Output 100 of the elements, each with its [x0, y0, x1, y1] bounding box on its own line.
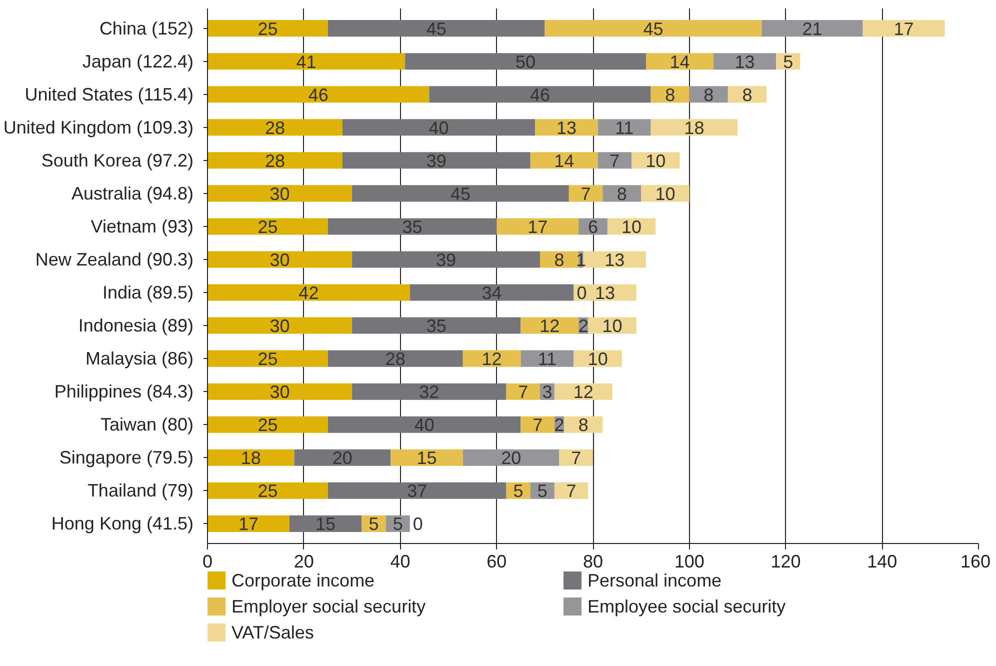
data-label: 30 — [270, 316, 290, 336]
data-label: 28 — [385, 349, 406, 370]
bar — [352, 251, 540, 268]
bar — [342, 152, 530, 169]
data-label: 12 — [482, 349, 502, 370]
y-tick-label: Japan (122.4) — [82, 51, 194, 72]
bar — [429, 86, 651, 103]
y-tick-label: Vietnam (93) — [90, 216, 194, 236]
bar — [208, 185, 352, 202]
bar — [289, 515, 362, 532]
bar — [506, 383, 540, 400]
data-label: 3 — [542, 382, 552, 402]
x-tick-label: 40 — [390, 552, 410, 572]
bar — [328, 218, 497, 235]
data-label: 20 — [332, 448, 352, 468]
bar — [342, 119, 536, 136]
bar — [208, 416, 328, 433]
bar — [208, 482, 328, 499]
data-label: 5 — [368, 514, 379, 534]
bar — [294, 449, 391, 466]
data-label: 13 — [734, 52, 755, 72]
bar — [208, 449, 294, 466]
data-label: 14 — [670, 52, 690, 72]
bar — [554, 482, 588, 499]
bar — [568, 185, 603, 202]
bar — [862, 20, 945, 37]
data-label: 8 — [704, 84, 714, 105]
legend-label: Personal income — [588, 570, 722, 590]
data-label: 25 — [258, 481, 278, 502]
data-label: 28 — [264, 150, 285, 171]
bar — [208, 284, 410, 301]
bar — [598, 152, 632, 169]
data-label: 7 — [610, 150, 620, 171]
data-label: 45 — [426, 18, 446, 39]
bar — [352, 317, 521, 334]
data-label: 15 — [416, 448, 437, 468]
data-label: 25 — [258, 18, 278, 39]
bar — [559, 449, 593, 466]
bar — [328, 416, 521, 433]
bar — [520, 350, 574, 367]
y-tick-label: Taiwan (80) — [100, 414, 194, 435]
data-label: 8 — [554, 250, 564, 270]
data-label: 2 — [554, 415, 564, 436]
y-tick-label: United Kingdom (109.3) — [3, 117, 194, 138]
bar — [208, 218, 328, 235]
bar — [496, 218, 579, 235]
bar — [208, 20, 328, 37]
data-label: 35 — [426, 316, 446, 336]
data-label: 35 — [402, 216, 422, 237]
bar — [208, 53, 406, 70]
data-label: 45 — [643, 18, 664, 39]
data-label: 18 — [240, 448, 261, 468]
x-tick-label: 100 — [674, 552, 704, 572]
y-tick-label: Thailand (79) — [87, 480, 194, 501]
data-label: 39 — [436, 250, 456, 270]
x-tick-label: 60 — [486, 552, 507, 572]
data-label: 10 — [622, 216, 642, 237]
data-label: 8 — [578, 415, 588, 436]
y-tick-label: India (89.5) — [102, 282, 194, 303]
bar — [462, 350, 521, 367]
y-tick-label: Malaysia (86) — [85, 348, 194, 369]
bar — [405, 53, 646, 70]
x-tick-label: 80 — [582, 552, 604, 572]
data-label: 12 — [573, 382, 594, 402]
bar — [208, 152, 342, 169]
data-label: 30 — [270, 382, 290, 402]
y-tick-label: Australia (94.8) — [71, 183, 194, 204]
data-label: 25 — [258, 216, 278, 237]
bar — [462, 449, 560, 466]
data-label: 25 — [258, 349, 278, 370]
bar — [598, 119, 651, 136]
data-label: 5 — [783, 52, 794, 72]
x-tick-label: 140 — [867, 552, 898, 572]
data-label: 34 — [482, 283, 502, 304]
data-label: 17 — [528, 216, 548, 237]
data-label: 37 — [407, 481, 428, 502]
data-label: 8 — [665, 84, 676, 105]
data-label: 30 — [270, 184, 290, 204]
data-label: 8 — [616, 184, 627, 204]
bar — [328, 482, 506, 499]
data-label: 6 — [588, 216, 598, 237]
data-label: 18 — [684, 118, 704, 138]
data-label: 5 — [537, 481, 548, 502]
data-label: 7 — [580, 184, 591, 204]
bar — [650, 119, 738, 136]
bar — [762, 20, 863, 37]
data-label: 17 — [894, 18, 914, 39]
bar — [352, 185, 569, 202]
y-tick-label: Singapore (79.5) — [59, 448, 194, 468]
data-label: 8 — [742, 84, 752, 105]
data-label: 13 — [595, 283, 616, 304]
data-label: 10 — [646, 150, 666, 171]
bar — [208, 383, 352, 400]
data-label: 7 — [518, 382, 528, 402]
y-tick-label: Philippines (84.3) — [54, 382, 194, 402]
legend-label: Corporate income — [232, 570, 375, 590]
data-label: 11 — [614, 118, 634, 138]
data-label: 7 — [566, 481, 576, 502]
data-label: 10 — [602, 316, 622, 336]
bar — [208, 119, 342, 136]
